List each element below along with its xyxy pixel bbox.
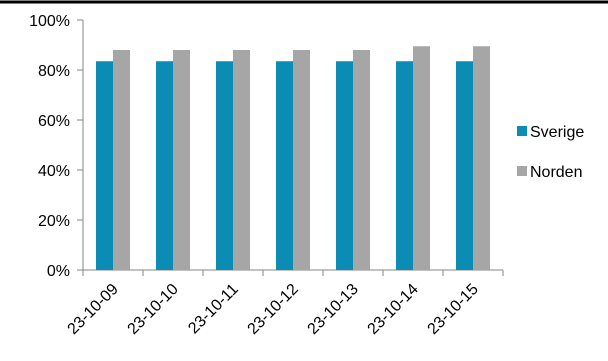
bars (96, 46, 490, 270)
bar-sverige (396, 61, 413, 270)
y-tick-label: 100% (29, 13, 70, 30)
bar-sverige (276, 61, 293, 270)
bar-sverige (96, 61, 113, 270)
legend-swatch-sverige (517, 126, 527, 136)
x-axis: 23-10-09 23-10-10 23-10-11 23-10-12 23-10-13… (65, 269, 504, 338)
x-tick-label: 23-10-10 (125, 281, 182, 338)
bar-sverige (456, 61, 473, 270)
bar-norden (473, 46, 490, 270)
legend-label-sverige: Sverige (530, 124, 584, 141)
bar-norden (353, 50, 370, 270)
legend-label-norden: Norden (530, 164, 582, 181)
bar-norden (173, 50, 190, 270)
y-tick-label: 20% (38, 213, 70, 230)
x-tick-label: 23-10-09 (65, 281, 122, 338)
x-tick-label: 23-10-15 (425, 281, 482, 338)
bar-sverige (156, 61, 173, 270)
bar-norden (113, 50, 130, 270)
bar-norden (233, 50, 250, 270)
x-tick-label: 23-10-14 (365, 281, 422, 338)
bar-norden (293, 50, 310, 270)
y-axis: 0% 20% 40% 60% 80% 100% (29, 13, 84, 280)
x-tick-label: 23-10-12 (245, 281, 302, 338)
y-tick-label: 80% (38, 63, 70, 80)
y-tick-label: 60% (38, 113, 70, 130)
y-tick-label: 0% (47, 263, 70, 280)
legend-swatch-norden (517, 166, 527, 176)
bar-norden (413, 46, 430, 270)
bar-sverige (336, 61, 353, 270)
x-tick-label: 23-10-13 (305, 281, 362, 338)
legend: Sverige Norden (517, 124, 584, 181)
bar-sverige (216, 61, 233, 270)
x-tick-label: 23-10-11 (185, 281, 242, 338)
y-tick-label: 40% (38, 163, 70, 180)
